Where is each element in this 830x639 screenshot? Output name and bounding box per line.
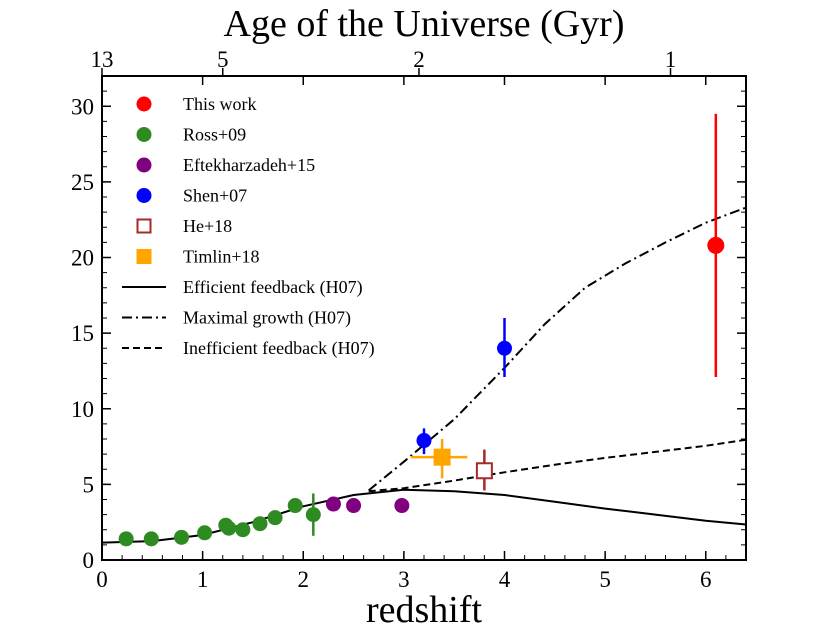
- eftekharzadeh-15-point: [346, 498, 362, 514]
- legend-label-this-work: This work: [183, 94, 257, 114]
- line-maximal-growth-h07: [368, 206, 747, 492]
- ross-09-point: [118, 531, 134, 547]
- legend-label-inefficient-feedback-h07: Inefficient feedback (H07): [183, 338, 375, 359]
- eftekharzadeh-15-point: [325, 496, 341, 512]
- ross-09-point: [267, 510, 283, 526]
- legend-label-he-18: He+18: [183, 216, 232, 236]
- top-tick-label: 13: [91, 47, 114, 72]
- x-tick-label: 0: [96, 567, 108, 592]
- y-tick-label: 20: [71, 246, 94, 271]
- ross-09-point: [197, 525, 213, 541]
- legend-label-eftekharzadeh-15: Eftekharzadeh+15: [183, 155, 315, 175]
- legend-label-shen-07: Shen+07: [183, 186, 247, 206]
- top-tick-label: 1: [665, 47, 677, 72]
- he-18-point: [475, 462, 493, 480]
- y-tick-label: 0: [83, 548, 95, 573]
- ross-09-point: [252, 516, 268, 532]
- eftekharzadeh-15-point: [394, 498, 410, 514]
- legend-marker-timlin-18: [136, 249, 152, 264]
- x-axis-title: redshift: [366, 589, 483, 631]
- legend-marker-this-work: [136, 96, 152, 112]
- shen-07-point: [497, 340, 512, 356]
- top-tick-label: 2: [413, 47, 425, 72]
- legend-marker-he-18: [136, 218, 152, 234]
- axis-ticks: 0 1 2 3 4 5 6 0 5 10 15 20 25 30 13 5 2 1: [71, 47, 747, 592]
- this-work-point: [707, 236, 725, 254]
- ross-09-point: [305, 507, 321, 523]
- line-inefficient-feedback-h07: [368, 438, 747, 493]
- x-tick-label: 3: [398, 567, 410, 592]
- timlin-18-point: [433, 448, 451, 466]
- legend-marker-shen-07: [136, 188, 152, 203]
- y-tick-label: 15: [71, 321, 94, 346]
- ross-09-point: [173, 529, 189, 545]
- legend-label-maximal-growth-h07: Maximal growth (H07): [183, 308, 351, 329]
- data-markers: [118, 113, 725, 547]
- y-tick-label: 25: [71, 170, 94, 195]
- x-tick-label: 1: [197, 567, 209, 592]
- ross-09-point: [287, 498, 303, 514]
- legend: This work Ross+09 Eftekharzadeh+15 Shen+07 H…: [122, 94, 375, 359]
- ross-09-point: [221, 520, 237, 536]
- legend-marker-ross-09: [136, 127, 152, 142]
- legend-label-efficient-feedback-h07: Efficient feedback (H07): [183, 277, 363, 298]
- x-tick-label: 4: [499, 567, 511, 592]
- y-tick-label: 30: [71, 94, 94, 119]
- x-tick-label: 2: [298, 567, 310, 592]
- top-axis-title: Age of the Universe (Gyr): [224, 3, 625, 45]
- y-tick-label: 5: [83, 472, 95, 497]
- x-tick-label: 6: [700, 567, 712, 592]
- shen-07-point: [416, 433, 432, 449]
- x-tick-label: 5: [599, 567, 611, 592]
- legend-marker-eftekharzadeh-15: [136, 157, 152, 173]
- ross-09-point: [143, 531, 159, 547]
- legend-label-timlin-18: Timlin+18: [183, 247, 260, 267]
- legend-label-ross-09: Ross+09: [183, 125, 246, 145]
- y-tick-label: 10: [71, 397, 94, 422]
- top-tick-label: 5: [217, 47, 229, 72]
- ross-09-point: [235, 522, 251, 538]
